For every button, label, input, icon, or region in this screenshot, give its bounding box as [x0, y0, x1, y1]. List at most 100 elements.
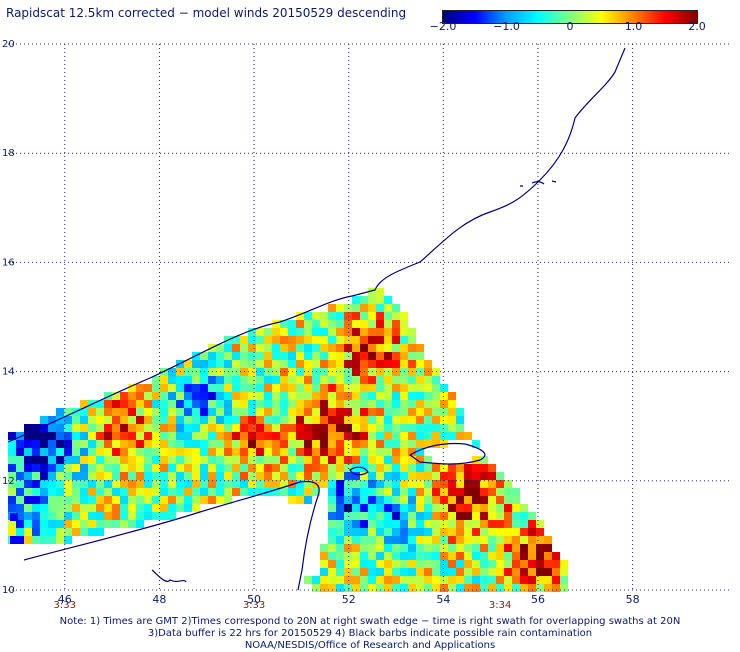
heatmap-cell — [256, 352, 264, 360]
heatmap-cell — [496, 568, 504, 576]
heatmap-cell — [336, 376, 344, 384]
heatmap-cell — [304, 376, 312, 384]
heatmap-cell — [464, 504, 472, 512]
heatmap-cell — [136, 488, 144, 496]
heatmap-cell — [408, 488, 416, 496]
heatmap-cell — [224, 448, 232, 456]
heatmap-cell — [392, 496, 400, 504]
heatmap-cell — [280, 448, 288, 456]
heatmap-cell — [8, 448, 16, 456]
heatmap-cell — [424, 560, 432, 568]
heatmap-cell — [160, 504, 168, 512]
heatmap-cell — [408, 384, 416, 392]
heatmap-cell — [384, 544, 392, 552]
heatmap-cell — [32, 488, 40, 496]
heatmap-cell — [408, 544, 416, 552]
heatmap-cell — [392, 344, 400, 352]
heatmap-cell — [480, 584, 488, 592]
heatmap-cell — [56, 416, 64, 424]
heatmap-cell — [504, 480, 512, 488]
heatmap-cell — [224, 384, 232, 392]
heatmap-cell — [136, 416, 144, 424]
heatmap-cell — [360, 416, 368, 424]
heatmap-cell — [264, 392, 272, 400]
heatmap-cell — [448, 584, 456, 592]
heatmap-cell — [240, 472, 248, 480]
heatmap-cell — [336, 536, 344, 544]
heatmap-cell — [480, 480, 488, 488]
heatmap-cell — [40, 496, 48, 504]
heatmap-cell — [368, 344, 376, 352]
heatmap-cell — [320, 544, 328, 552]
heatmap-cell — [184, 424, 192, 432]
heatmap-cell — [56, 408, 64, 416]
heatmap-cell — [232, 376, 240, 384]
heatmap-cell — [216, 480, 224, 488]
heatmap-cell — [432, 552, 440, 560]
heatmap-cell — [520, 504, 528, 512]
heatmap-cell — [88, 488, 96, 496]
heatmap-cell — [344, 424, 352, 432]
heatmap-cell — [560, 584, 568, 592]
heatmap-cell — [488, 568, 496, 576]
heatmap-cell — [432, 488, 440, 496]
heatmap-cell — [296, 328, 304, 336]
heatmap-cell — [312, 416, 320, 424]
heatmap-cell — [440, 576, 448, 584]
heatmap-cell — [128, 440, 136, 448]
x-tick-label: 56 — [531, 593, 545, 606]
heatmap-cell — [376, 384, 384, 392]
heatmap-cell — [88, 520, 96, 528]
heatmap-cell — [408, 464, 416, 472]
heatmap-cell — [120, 440, 128, 448]
heatmap-cell — [200, 424, 208, 432]
heatmap-cell — [184, 448, 192, 456]
heatmap-cell — [536, 552, 544, 560]
heatmap-cell — [208, 360, 216, 368]
heatmap-cell — [432, 528, 440, 536]
heatmap-cell — [480, 504, 488, 512]
heatmap-cell — [16, 456, 24, 464]
heatmap-cell — [320, 336, 328, 344]
heatmap-cell — [272, 328, 280, 336]
heatmap-cell — [224, 496, 232, 504]
y-tick-label: 14 — [2, 367, 15, 378]
heatmap-cell — [448, 536, 456, 544]
heatmap-cell — [240, 424, 248, 432]
heatmap-cell — [168, 440, 176, 448]
heatmap-cell — [224, 472, 232, 480]
heatmap-cell — [480, 488, 488, 496]
heatmap-cell — [344, 576, 352, 584]
heatmap-cell — [240, 360, 248, 368]
heatmap-cell — [240, 400, 248, 408]
heatmap-cell — [488, 544, 496, 552]
heatmap-cell — [360, 320, 368, 328]
heatmap-cell — [208, 440, 216, 448]
heatmap-cell — [408, 400, 416, 408]
heatmap-cell — [456, 424, 464, 432]
heatmap-cell — [336, 552, 344, 560]
heatmap-cell — [376, 552, 384, 560]
heatmap-cell — [416, 560, 424, 568]
heatmap-cell — [208, 408, 216, 416]
heatmap-cell — [328, 376, 336, 384]
heatmap-cell — [152, 416, 160, 424]
heatmap-cell — [456, 504, 464, 512]
heatmap-cell — [328, 360, 336, 368]
heatmap-cell — [32, 520, 40, 528]
heatmap-cell — [376, 488, 384, 496]
heatmap-cell — [464, 464, 472, 472]
heatmap-cell — [384, 504, 392, 512]
heatmap-cell — [120, 504, 128, 512]
heatmap-cell — [328, 328, 336, 336]
heatmap-cell — [528, 568, 536, 576]
heatmap-cell — [360, 424, 368, 432]
heatmap-cell — [120, 424, 128, 432]
heatmap-cell — [248, 392, 256, 400]
heatmap-cell — [112, 448, 120, 456]
heatmap-cell — [408, 584, 416, 592]
heatmap-cell — [288, 400, 296, 408]
heatmap-cell — [496, 544, 504, 552]
heatmap-cell — [400, 392, 408, 400]
heatmap-cell — [440, 560, 448, 568]
